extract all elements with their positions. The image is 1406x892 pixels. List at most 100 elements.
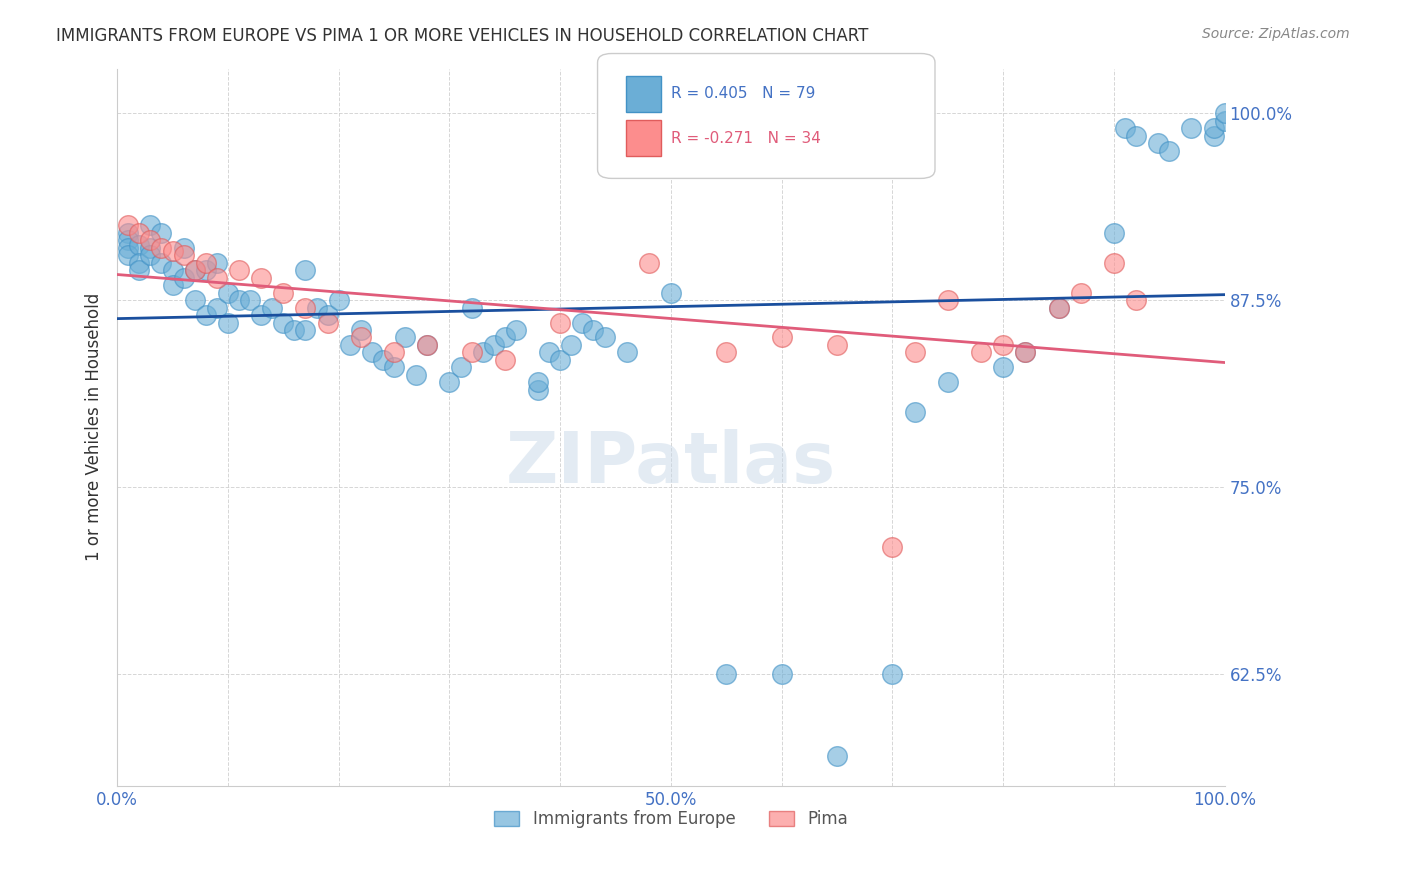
Immigrants from Europe <box>217 285 239 300</box>
Text: IMMIGRANTS FROM EUROPE VS PIMA 1 OR MORE VEHICLES IN HOUSEHOLD CORRELATION CHART: IMMIGRANTS FROM EUROPE VS PIMA 1 OR MORE… <box>56 27 869 45</box>
Immigrants from Europe <box>194 263 217 277</box>
Immigrants from Europe <box>217 316 239 330</box>
Pima <box>1014 345 1036 359</box>
Immigrants from Europe <box>371 352 394 367</box>
Immigrants from Europe <box>1180 121 1202 136</box>
Immigrants from Europe <box>205 256 228 270</box>
Immigrants from Europe <box>593 330 616 344</box>
Text: R = 0.405   N = 79: R = 0.405 N = 79 <box>671 87 815 101</box>
Immigrants from Europe <box>394 330 416 344</box>
Immigrants from Europe <box>262 301 284 315</box>
Pima <box>273 285 295 300</box>
Immigrants from Europe <box>239 293 262 307</box>
Immigrants from Europe <box>183 263 205 277</box>
Immigrants from Europe <box>305 301 328 315</box>
Immigrants from Europe <box>139 241 162 255</box>
Immigrants from Europe <box>128 237 150 252</box>
Immigrants from Europe <box>405 368 427 382</box>
Pima <box>936 293 959 307</box>
Immigrants from Europe <box>494 330 516 344</box>
Immigrants from Europe <box>250 308 273 322</box>
Immigrants from Europe <box>350 323 373 337</box>
Text: ZIPatlas: ZIPatlas <box>506 428 837 498</box>
Pima <box>139 233 162 247</box>
Pima <box>637 256 659 270</box>
Pima <box>494 352 516 367</box>
Immigrants from Europe <box>328 293 350 307</box>
Pima <box>970 345 993 359</box>
Immigrants from Europe <box>117 226 139 240</box>
Immigrants from Europe <box>283 323 305 337</box>
Immigrants from Europe <box>527 376 550 390</box>
Pima <box>316 316 339 330</box>
Pima <box>173 248 195 262</box>
Immigrants from Europe <box>139 248 162 262</box>
Text: R = -0.271   N = 34: R = -0.271 N = 34 <box>671 131 821 145</box>
Pima <box>194 256 217 270</box>
Immigrants from Europe <box>482 338 505 352</box>
Immigrants from Europe <box>1213 113 1236 128</box>
Immigrants from Europe <box>993 360 1015 375</box>
Immigrants from Europe <box>1147 136 1170 151</box>
Pima <box>1047 301 1070 315</box>
Immigrants from Europe <box>1159 144 1181 158</box>
Pima <box>460 345 482 359</box>
Immigrants from Europe <box>1125 128 1147 143</box>
Immigrants from Europe <box>471 345 494 359</box>
Immigrants from Europe <box>150 256 173 270</box>
Immigrants from Europe <box>1114 121 1136 136</box>
Immigrants from Europe <box>128 256 150 270</box>
Pima <box>882 540 904 554</box>
Immigrants from Europe <box>450 360 472 375</box>
Immigrants from Europe <box>339 338 361 352</box>
Pima <box>993 338 1015 352</box>
Pima <box>904 345 927 359</box>
Immigrants from Europe <box>1213 106 1236 120</box>
Immigrants from Europe <box>382 360 405 375</box>
Immigrants from Europe <box>228 293 250 307</box>
Legend: Immigrants from Europe, Pima: Immigrants from Europe, Pima <box>488 804 855 835</box>
Immigrants from Europe <box>582 323 605 337</box>
Immigrants from Europe <box>882 666 904 681</box>
Immigrants from Europe <box>117 248 139 262</box>
Immigrants from Europe <box>904 405 927 419</box>
Immigrants from Europe <box>560 338 582 352</box>
Pima <box>250 270 273 285</box>
Immigrants from Europe <box>139 219 162 233</box>
Immigrants from Europe <box>294 323 316 337</box>
Immigrants from Europe <box>1202 128 1225 143</box>
Immigrants from Europe <box>1102 226 1125 240</box>
Immigrants from Europe <box>439 376 461 390</box>
Pima <box>117 219 139 233</box>
Immigrants from Europe <box>162 263 184 277</box>
Pima <box>1125 293 1147 307</box>
Pima <box>128 226 150 240</box>
Immigrants from Europe <box>416 338 439 352</box>
Pima <box>770 330 793 344</box>
Pima <box>716 345 738 359</box>
Immigrants from Europe <box>162 278 184 293</box>
Y-axis label: 1 or more Vehicles in Household: 1 or more Vehicles in Household <box>86 293 103 561</box>
Immigrants from Europe <box>936 376 959 390</box>
Immigrants from Europe <box>659 285 682 300</box>
Immigrants from Europe <box>505 323 527 337</box>
Immigrants from Europe <box>1014 345 1036 359</box>
Pima <box>825 338 848 352</box>
Pima <box>205 270 228 285</box>
Immigrants from Europe <box>361 345 384 359</box>
Pima <box>150 241 173 255</box>
Immigrants from Europe <box>205 301 228 315</box>
Immigrants from Europe <box>316 308 339 322</box>
Immigrants from Europe <box>571 316 593 330</box>
Immigrants from Europe <box>770 666 793 681</box>
Immigrants from Europe <box>117 241 139 255</box>
Immigrants from Europe <box>173 241 195 255</box>
Immigrants from Europe <box>117 233 139 247</box>
Immigrants from Europe <box>183 293 205 307</box>
Immigrants from Europe <box>548 352 571 367</box>
Pima <box>548 316 571 330</box>
Immigrants from Europe <box>1047 301 1070 315</box>
Immigrants from Europe <box>150 226 173 240</box>
Pima <box>228 263 250 277</box>
Immigrants from Europe <box>294 263 316 277</box>
